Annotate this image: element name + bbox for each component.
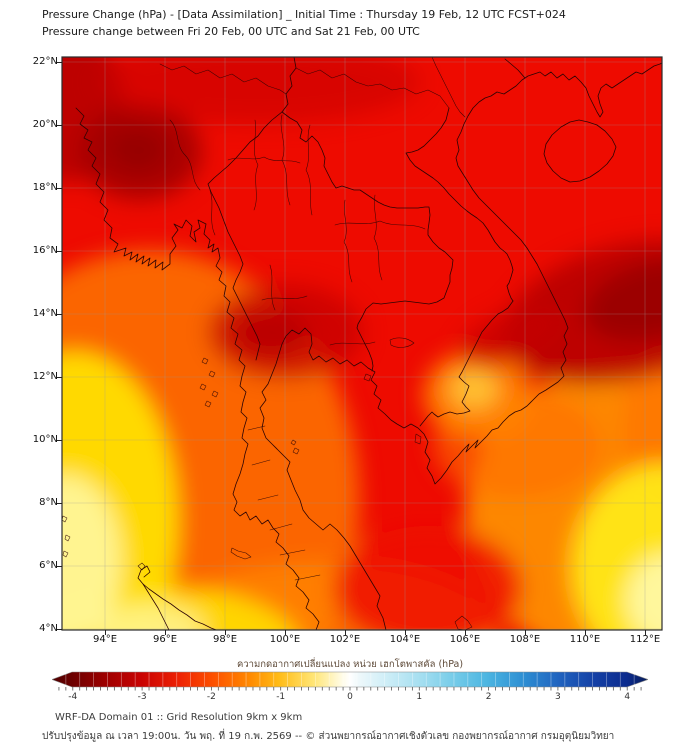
lat-label: 8°N	[39, 497, 58, 508]
lon-axis-tick	[465, 630, 466, 635]
colorbar-tick-label: 0	[347, 692, 353, 702]
lon-axis-tick	[105, 630, 106, 635]
lat-label: 22°N	[32, 56, 58, 67]
lat-label: 18°N	[32, 182, 58, 193]
colorbar-tick-label: 3	[555, 692, 561, 702]
lat-axis-tick	[57, 440, 62, 441]
lat-label: 6°N	[39, 560, 58, 571]
colorbar-separators	[65, 672, 635, 687]
lon-label: 108°E	[509, 634, 541, 645]
country-borders	[159, 57, 526, 427]
colorbar-bar	[52, 671, 648, 688]
lat-axis-tick	[57, 125, 62, 126]
lon-axis-tick	[225, 630, 226, 635]
lon-label: 96°E	[152, 634, 178, 645]
colorbar-tick-label: 2	[485, 692, 492, 702]
lat-label: 12°N	[32, 371, 58, 382]
province-boundaries	[227, 114, 426, 581]
lon-label: 112°E	[629, 634, 661, 645]
coastlines	[62, 62, 662, 630]
colorbar	[52, 671, 648, 691]
lat-axis-tick	[57, 629, 62, 630]
pressure-field	[62, 57, 662, 630]
lon-axis-tick	[345, 630, 346, 635]
lon-axis-tick	[165, 630, 166, 635]
page-title: Pressure Change (hPa) - [Data Assimilati…	[42, 8, 566, 21]
colorbar-tick-label: -2	[206, 692, 216, 702]
colorbar-tick-label: 4	[624, 692, 631, 702]
lon-axis-tick	[525, 630, 526, 635]
lat-axis-tick	[57, 503, 62, 504]
lon-label: 94°E	[92, 634, 118, 645]
lon-label: 110°E	[569, 634, 601, 645]
lat-axis-tick	[57, 377, 62, 378]
colorbar-tick-label: 1	[416, 692, 423, 702]
lat-axis-tick	[57, 251, 62, 252]
lat-axis-tick	[57, 188, 62, 189]
lon-label: 104°E	[389, 634, 421, 645]
lon-label: 106°E	[449, 634, 481, 645]
colorbar-title: ความกดอากาศเปลี่ยนแปลง หน่วย เฮกโตพาสคัล…	[236, 659, 464, 670]
lat-axis-tick	[57, 314, 62, 315]
lon-label: 102°E	[329, 634, 361, 645]
lat-label: 4°N	[39, 623, 58, 634]
footer-update-info: ปรับปรุงข้อมูล ณ เวลา 19:00น. วัน พฤ. ที…	[42, 731, 615, 742]
lon-axis-tick	[405, 630, 406, 635]
colorbar-tick-label: -1	[276, 692, 286, 702]
lon-label: 100°E	[269, 634, 301, 645]
colorbar-minor-ticks	[58, 687, 642, 691]
lat-axis-tick	[57, 62, 62, 63]
lat-label: 16°N	[32, 245, 58, 256]
colorbar-tick-label: -3	[137, 692, 147, 702]
colorbar-tick-label: -4	[68, 692, 78, 702]
page-subtitle: Pressure change between Fri 20 Feb, 00 U…	[42, 25, 420, 38]
lon-label: 98°E	[212, 634, 238, 645]
lon-axis-tick	[645, 630, 646, 635]
lat-label: 14°N	[32, 308, 58, 319]
lon-axis-tick	[585, 630, 586, 635]
map-frame	[61, 56, 663, 631]
lon-axis-tick	[285, 630, 286, 635]
lat-label: 20°N	[32, 119, 58, 130]
lat-axis-tick	[57, 566, 62, 567]
lat-label: 10°N	[32, 434, 58, 445]
footer-domain-info: WRF-DA Domain 01 :: Grid Resolution 9km …	[55, 712, 303, 723]
